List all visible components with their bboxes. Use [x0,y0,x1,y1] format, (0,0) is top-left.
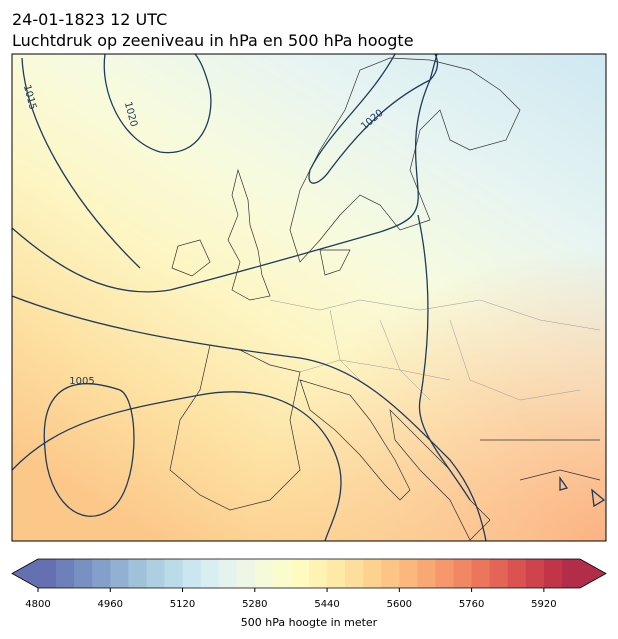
colorbar-band [56,559,75,588]
map-frame [11,53,607,542]
coastline [319,249,351,276]
colorbar-band [417,559,436,588]
isobar [308,54,439,184]
colorbar-band [399,559,418,588]
colorbar-tick-label: 5440 [314,599,339,610]
colorbar-band [525,559,545,588]
colorbar-band [128,559,147,588]
isobar [12,391,342,541]
colorbar-band [327,559,346,588]
colorbar-band [236,559,256,588]
colorbar-band [74,559,93,588]
isobar [103,54,212,154]
colorbar-tick-label: 5760 [459,599,484,610]
colorbar-tick-label: 4800 [25,599,50,610]
colorbar-outline [11,558,607,589]
colorbar-band [182,559,202,588]
colorbar-band [381,559,400,588]
colorbar-band [92,559,111,588]
coastline [299,379,411,501]
colorbar-band [543,559,563,588]
colorbar-band [435,559,455,588]
coastline [480,439,601,481]
colorbar-tick-label: 5120 [170,599,195,610]
colorbar-extend-low [12,559,38,588]
colorbar-tick-label: 5600 [387,599,412,610]
colorbar-extend-high [580,559,606,588]
colorbar-band [489,559,509,588]
colorbar-tick-label: 4960 [98,599,123,610]
contour-label: 1005 [69,376,94,387]
coastline [171,239,211,277]
colorbar-band [146,559,165,588]
colorbar-band [110,559,129,588]
colorbar-tick-label: 5280 [242,599,267,610]
subtitle: Luchtdruk op zeeniveau in hPa en 500 hPa… [12,31,414,50]
colorbar: 4800 4960 5120 5280 5440 5600 5760 5920 500 hPa … [11,558,607,629]
isobar [417,214,471,501]
coastline [289,57,521,263]
coastline [227,168,271,301]
colorbar-band [453,559,473,588]
colorbar-band [272,559,292,588]
colorbar-tick-label: 5920 [531,599,556,610]
colorbar-band [38,559,57,588]
colorbar-band [218,559,238,588]
colorbar-band [164,559,184,588]
colorbar-band [345,559,364,588]
isobar [12,295,487,541]
borders [269,299,601,401]
colorbar-band [254,559,274,588]
colorbar-band [471,559,491,588]
title: 24-01-1823 12 UTC [12,10,167,29]
isobar [21,57,141,269]
coastline [389,408,491,541]
colorbar-band [200,559,220,588]
coastline [169,344,301,511]
colorbar-band [363,559,382,588]
map-area: 1015 1020 1020 1005 [12,54,606,541]
colorbar-band [561,559,581,588]
colorbar-band [290,559,310,588]
isobar [43,383,135,517]
isobar [12,54,438,293]
colorbar-label: 500 hPa hoogte in meter [241,616,378,629]
colorbar-band [309,559,328,588]
height-field-se [12,54,606,541]
colorbar-band [507,559,527,588]
isobar [559,475,606,508]
